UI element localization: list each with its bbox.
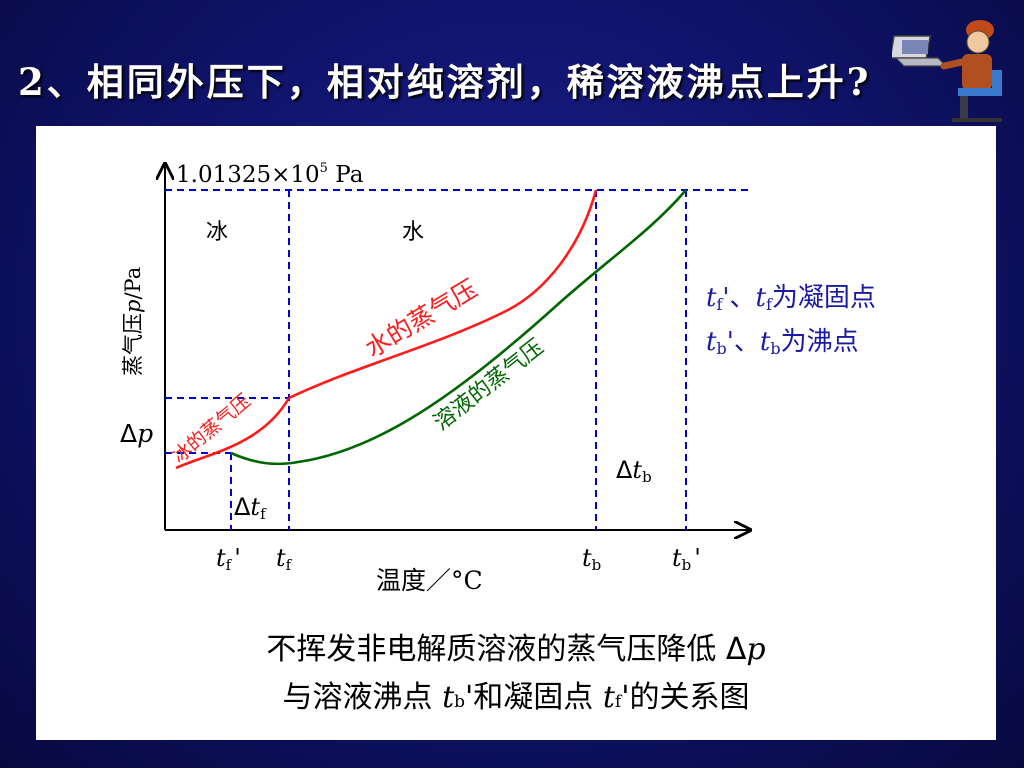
tick-tf: tf — [276, 544, 293, 574]
delta-tf-label: Δtf — [234, 493, 267, 523]
pressure-label: 1.01325×105 Pa — [176, 161, 364, 188]
region-ice-label: 冰 — [206, 220, 228, 245]
solution-vapor-curve — [230, 189, 687, 466]
x-axis-label: 温度／°C — [376, 566, 483, 595]
tick-tb: tb — [582, 544, 601, 574]
region-water-label: 水 — [402, 220, 424, 245]
note-freezing-points: tf'、tf为凝固点 — [706, 283, 876, 314]
figure-panel: 1.01325×105 Pa 蒸气压p/Pa 冰 水 水的蒸气压 冰的蒸气压 溶… — [36, 126, 996, 740]
solution-curve-label: 溶液的蒸气压 — [429, 335, 548, 436]
vapor-pressure-diagram: 1.01325×105 Pa 蒸气压p/Pa 冰 水 水的蒸气压 冰的蒸气压 溶… — [120, 161, 876, 595]
tick-tf-prime: tf ' — [216, 544, 241, 574]
caption-line-2: 与溶液沸点 tb'和凝固点 tf'的关系图 — [282, 680, 750, 715]
water-curve-label: 水的蒸气压 — [360, 274, 482, 363]
delta-p-label: Δp — [120, 419, 153, 448]
guide-lines — [165, 189, 750, 530]
water-vapor-curve — [288, 189, 598, 400]
y-axis-label: 蒸气压p/Pa — [121, 267, 145, 376]
tick-tb-prime: tb ' — [672, 544, 701, 574]
slide-title: 2、相同外压下，相对纯溶剂，稀溶液沸点上升? — [18, 60, 872, 104]
ice-vapor-curve — [175, 397, 291, 470]
thinking-person-icon — [892, 20, 1002, 122]
note-boiling-points: tb'、tb为沸点 — [706, 327, 859, 358]
caption-line-1: 不挥发非电解质溶液的蒸气压降低 Δp — [266, 632, 766, 667]
delta-tb-label: Δtb — [616, 456, 652, 486]
